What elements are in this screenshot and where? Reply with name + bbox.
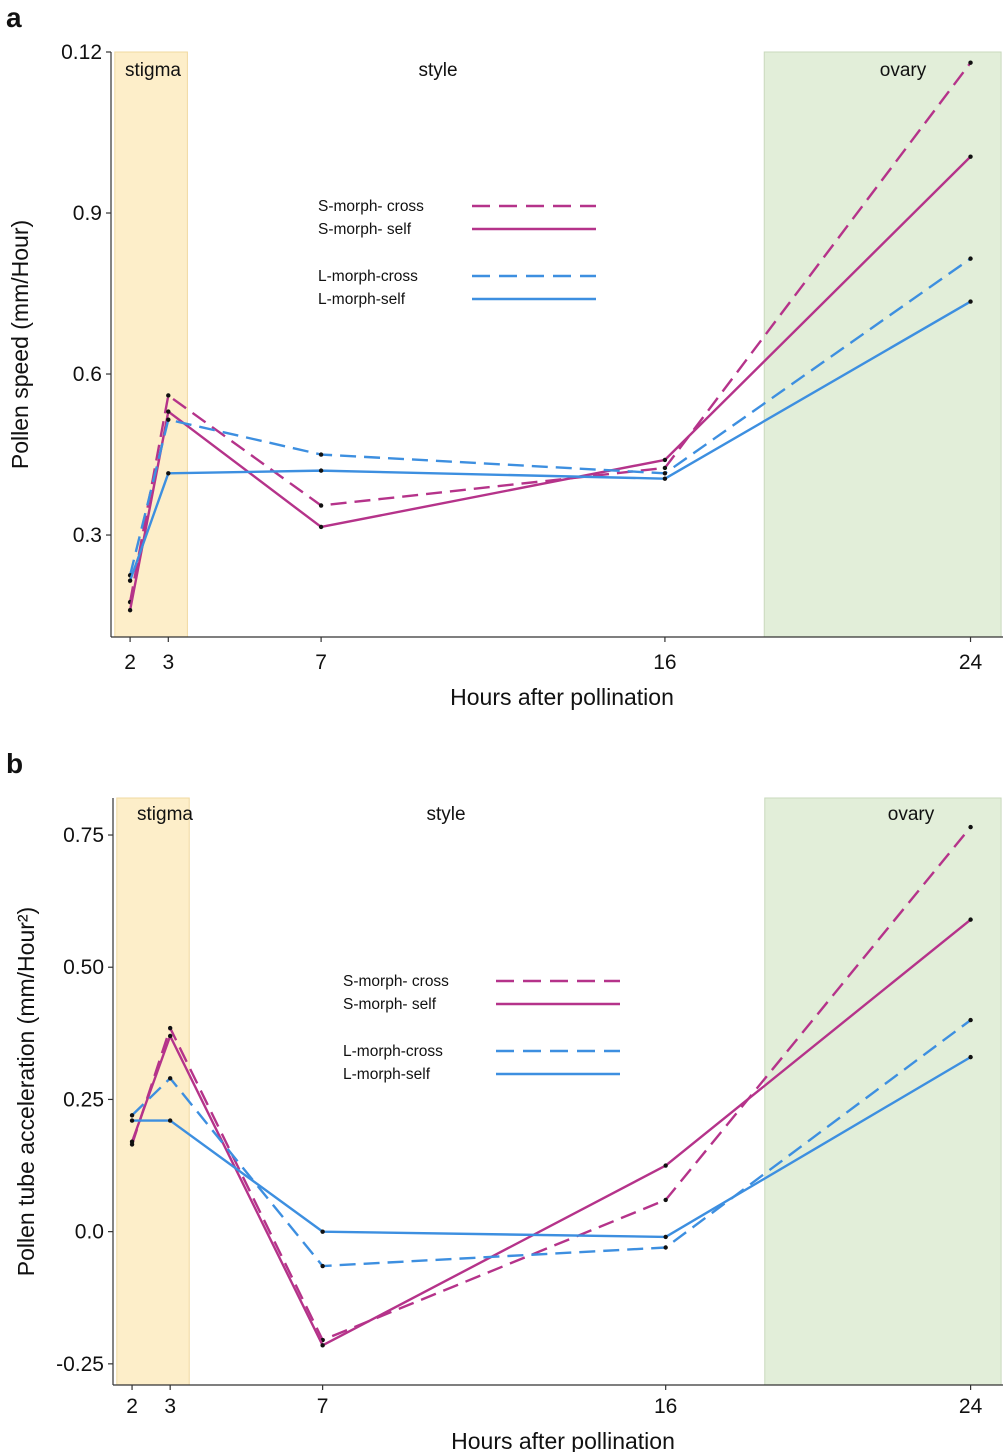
- data-point-s-morph-cross: [662, 465, 668, 471]
- data-point-l-morph-cross: [167, 1076, 173, 1081]
- legend-label-l-morph-cross: L-morph-cross: [318, 268, 418, 285]
- y-axis-label: Pollen tube acceleration (mm/Hour²): [13, 907, 39, 1276]
- region-label-stigma: stigma: [137, 804, 193, 825]
- y-axis-label: Pollen speed (mm/Hour): [7, 220, 33, 469]
- region-band-ovary: [763, 51, 1002, 638]
- data-point-l-morph-cross: [663, 1245, 668, 1250]
- y-tick-label: -0.25: [56, 1353, 104, 1376]
- data-point-s-morph-cross: [318, 503, 324, 508]
- data-point-s-morph-cross: [663, 1197, 668, 1203]
- legend-label-l-morph-cross: L-morph-cross: [343, 1043, 443, 1060]
- y-tick-label: 0.75: [63, 824, 104, 847]
- region-band-ovary: [764, 797, 1002, 1386]
- data-point-l-morph-self: [127, 578, 133, 583]
- data-point-s-morph-self: [127, 607, 133, 613]
- data-point-s-morph-self: [166, 409, 171, 414]
- data-point-l-morph-cross: [166, 417, 171, 422]
- x-tick-label: 24: [959, 1395, 983, 1418]
- region-label-style: style: [426, 804, 465, 825]
- data-point-s-morph-cross: [968, 60, 973, 65]
- region-label-stigma: stigma: [125, 60, 181, 81]
- legend-label-s-morph-cross: S-morph- cross: [343, 973, 449, 990]
- data-point-l-morph-self: [663, 1234, 668, 1240]
- data-point-s-morph-cross: [167, 1025, 173, 1031]
- y-tick-label: 0.0: [75, 1221, 104, 1244]
- region-label-ovary: ovary: [888, 804, 935, 825]
- x-tick-label: 7: [315, 651, 327, 674]
- legend-label-l-morph-self: L-morph-self: [318, 291, 406, 308]
- data-point-l-morph-cross: [129, 1113, 135, 1118]
- data-point-s-morph-self: [318, 524, 324, 530]
- panel-letter-a: a: [6, 2, 22, 33]
- data-point-l-morph-self: [167, 1118, 173, 1123]
- legend-label-s-morph-cross: S-morph- cross: [318, 198, 424, 215]
- legend-label-s-morph-self: S-morph- self: [318, 221, 412, 238]
- x-axis-label: Hours after pollination: [450, 684, 674, 710]
- y-tick-label: 0.3: [73, 524, 102, 547]
- x-tick-label: 3: [164, 1395, 176, 1418]
- data-point-s-morph-self: [129, 1139, 135, 1144]
- x-tick-label: 2: [124, 651, 136, 674]
- y-tick-label: 0.25: [63, 1088, 104, 1111]
- y-tick-label: 0.50: [63, 956, 104, 979]
- pollen-acceleration-chart: stigma style ovary -0.25 0.0 0.25 0.50 0.75 2 3 7 1…: [13, 797, 1003, 1452]
- data-point-l-morph-cross: [320, 1263, 325, 1269]
- pollen-speed-chart: stigma style ovary 0.3 0.6 0.9 0.12 2 3 7 16 24 Hour…: [7, 41, 1003, 710]
- y-tick-label: 0.12: [61, 41, 102, 64]
- data-point-l-morph-self: [318, 468, 324, 473]
- data-point-l-morph-self: [968, 1054, 973, 1060]
- x-tick-label: 16: [653, 651, 676, 674]
- data-point-l-morph-cross: [662, 471, 668, 476]
- x-axis-label: Hours after pollination: [451, 1428, 675, 1452]
- data-point-s-morph-self: [320, 1343, 325, 1348]
- legend-label-s-morph-self: S-morph- self: [343, 996, 437, 1013]
- data-point-s-morph-cross: [968, 824, 973, 830]
- x-tick-label: 7: [317, 1395, 329, 1418]
- x-tick-label: 2: [126, 1395, 138, 1418]
- panel-letter-b: b: [6, 748, 24, 779]
- data-point-l-morph-self: [968, 299, 973, 304]
- data-point-l-morph-self: [662, 476, 668, 481]
- legend-label-l-morph-self: L-morph-self: [343, 1066, 431, 1083]
- region-band-stigma: [116, 797, 190, 1386]
- data-point-l-morph-self: [166, 471, 171, 476]
- data-point-l-morph-cross: [968, 256, 973, 261]
- x-tick-label: 16: [654, 1395, 677, 1418]
- data-point-l-morph-cross: [968, 1017, 973, 1023]
- x-tick-label: 24: [959, 651, 983, 674]
- x-tick-label: 3: [162, 651, 174, 674]
- region-band-stigma: [114, 51, 188, 638]
- y-tick-label: 0.6: [73, 363, 102, 386]
- data-point-l-morph-self: [320, 1229, 325, 1234]
- region-label-style: style: [418, 60, 457, 81]
- data-point-s-morph-cross: [166, 393, 171, 398]
- data-point-s-morph-self: [662, 457, 668, 463]
- data-point-s-morph-self: [663, 1163, 668, 1168]
- data-point-l-morph-cross: [318, 452, 324, 457]
- data-point-l-morph-self: [129, 1118, 135, 1123]
- data-point-s-morph-self: [167, 1033, 173, 1039]
- region-label-ovary: ovary: [880, 60, 927, 81]
- data-point-s-morph-self: [968, 917, 973, 922]
- data-point-s-morph-self: [968, 154, 973, 159]
- y-tick-label: 0.9: [73, 202, 102, 225]
